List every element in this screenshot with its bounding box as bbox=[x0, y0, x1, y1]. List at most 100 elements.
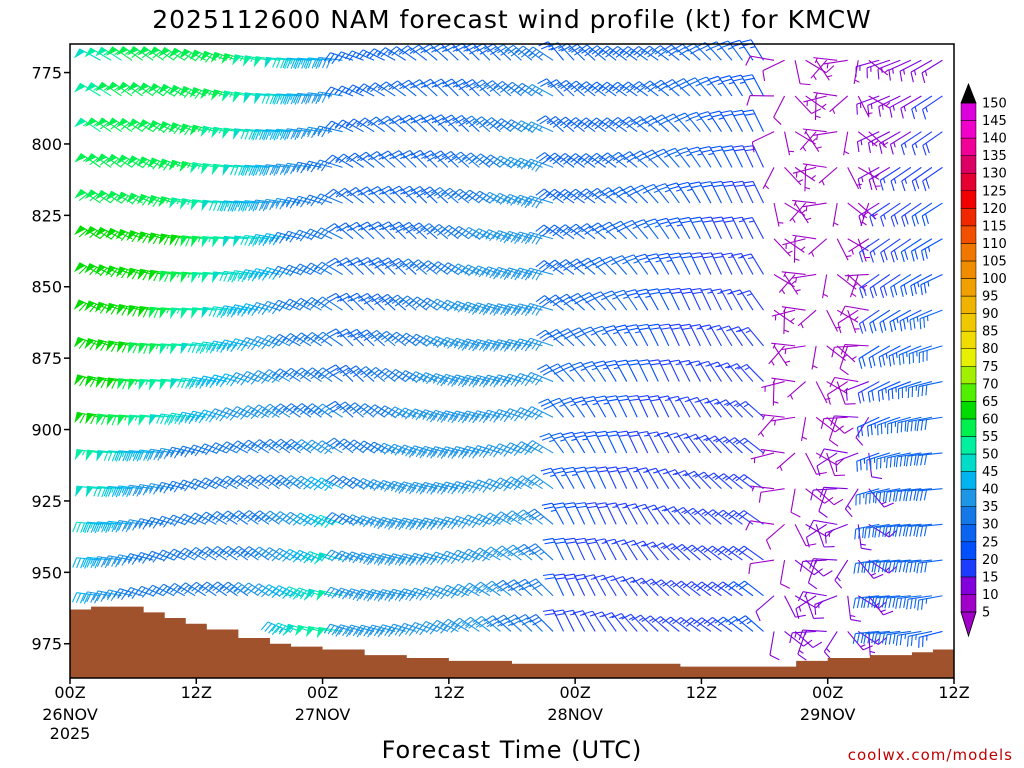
wind-barb bbox=[828, 417, 839, 447]
wind-barb bbox=[429, 481, 459, 495]
wind-barb bbox=[598, 81, 628, 97]
wind-barb bbox=[271, 197, 301, 210]
wind-barb bbox=[598, 152, 628, 168]
wind-barb bbox=[420, 43, 449, 61]
wind-barb bbox=[176, 547, 207, 561]
wind-barb bbox=[739, 290, 764, 311]
x-date-label: 27NOV bbox=[295, 705, 351, 724]
wind-barb bbox=[918, 630, 943, 648]
y-tick-label: 775 bbox=[31, 64, 62, 83]
wind-barb bbox=[695, 434, 722, 454]
wind-barb bbox=[481, 409, 512, 423]
wind-barb bbox=[730, 74, 754, 97]
wind-barb bbox=[853, 559, 880, 574]
wind-barb bbox=[103, 520, 133, 533]
wind-barb bbox=[337, 328, 365, 347]
wind-barb bbox=[750, 485, 775, 492]
wind-barb bbox=[857, 131, 879, 147]
wind-barb bbox=[272, 438, 301, 454]
colorbar-segment bbox=[960, 225, 977, 244]
wind-barb bbox=[637, 431, 659, 454]
wind-barb bbox=[679, 323, 701, 347]
wind-barb bbox=[513, 157, 543, 170]
wind-barb bbox=[885, 452, 911, 469]
wind-barb bbox=[250, 404, 280, 419]
colorbar-segment bbox=[960, 418, 977, 437]
wind-barb bbox=[612, 255, 638, 275]
wind-barb bbox=[410, 114, 438, 133]
wind-barb bbox=[303, 92, 333, 105]
wind-barb bbox=[594, 538, 617, 561]
wind-barb bbox=[703, 545, 733, 561]
wind-barb bbox=[219, 581, 249, 597]
wind-barb bbox=[716, 399, 743, 418]
wind-barb bbox=[690, 252, 712, 275]
wind-barb bbox=[911, 202, 933, 227]
wind-barb bbox=[855, 59, 880, 78]
wind-barb bbox=[815, 524, 835, 548]
wind-barb bbox=[358, 257, 386, 275]
wind-barb bbox=[773, 202, 784, 227]
wind-barb bbox=[524, 474, 554, 490]
wind-barb bbox=[357, 151, 386, 168]
colorbar-segment bbox=[960, 436, 977, 455]
wind-barb bbox=[616, 395, 638, 418]
wind-barb bbox=[460, 338, 491, 352]
x-tick-label: 12Z bbox=[938, 683, 969, 702]
wind-barb bbox=[442, 78, 470, 97]
wind-barb bbox=[889, 95, 912, 118]
wind-barb bbox=[601, 612, 628, 632]
wind-barb bbox=[355, 588, 385, 602]
wind-barb bbox=[829, 376, 859, 388]
wind-barb bbox=[584, 431, 607, 454]
wind-barb bbox=[917, 595, 943, 611]
wind-barb bbox=[346, 402, 375, 418]
wind-barb bbox=[615, 359, 638, 382]
wind-barb bbox=[450, 617, 480, 632]
wind-barb bbox=[398, 45, 428, 61]
wind-barb bbox=[502, 193, 533, 206]
wind-barb bbox=[344, 588, 375, 602]
wind-barb bbox=[418, 552, 448, 566]
wind-barb bbox=[641, 115, 670, 133]
wind-barb bbox=[900, 95, 922, 119]
wind-barb bbox=[323, 623, 354, 637]
wind-barb bbox=[916, 559, 943, 574]
wind-barb bbox=[869, 238, 891, 263]
wind-barb bbox=[546, 152, 575, 168]
wind-barb bbox=[187, 342, 217, 355]
wind-barb bbox=[439, 299, 470, 312]
wind-barb bbox=[637, 323, 659, 347]
wind-barb bbox=[219, 510, 249, 525]
wind-barb bbox=[472, 581, 501, 597]
wind-barb bbox=[429, 373, 459, 387]
wind-barb bbox=[240, 474, 270, 490]
wind-barb bbox=[313, 261, 343, 275]
wind-barb bbox=[615, 502, 638, 525]
colorbar-label: 110 bbox=[982, 237, 1007, 252]
wind-barb bbox=[694, 471, 722, 490]
wind-barb bbox=[736, 615, 764, 632]
wind-barb bbox=[889, 131, 912, 155]
wind-barb bbox=[910, 59, 933, 83]
wind-barb bbox=[611, 612, 638, 632]
wind-barb bbox=[632, 577, 659, 597]
wind-barb bbox=[408, 371, 438, 384]
x-year-label: 2025 bbox=[50, 724, 91, 743]
wind-barb bbox=[619, 81, 649, 97]
wind-barb bbox=[874, 630, 901, 645]
wind-barb bbox=[921, 238, 943, 261]
wind-barb bbox=[782, 238, 806, 249]
wind-barb bbox=[250, 369, 280, 384]
wind-barb bbox=[704, 509, 733, 525]
wind-barb bbox=[208, 340, 238, 353]
wind-barb bbox=[538, 41, 564, 61]
wind-barb bbox=[832, 202, 839, 227]
wind-barb bbox=[198, 341, 227, 354]
wind-barb bbox=[548, 42, 575, 61]
wind-barb bbox=[418, 517, 448, 531]
x-tick-label: 12Z bbox=[181, 683, 212, 702]
wind-barb bbox=[580, 326, 607, 347]
wind-barb bbox=[355, 515, 385, 528]
